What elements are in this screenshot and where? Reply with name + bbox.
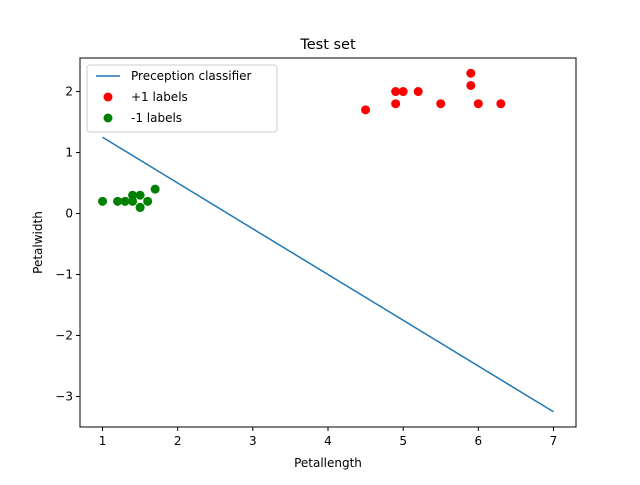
negative-label-point [98, 196, 108, 206]
ticks-layer: 1 2 3 4 5 6 7 −3 −2 −1 0 1 2 [55, 85, 557, 448]
positive-label-point [361, 105, 371, 115]
negative-label-point [135, 190, 145, 200]
legend-entry-label: Preception classifier [131, 69, 252, 83]
y-tick-label: −2 [55, 329, 73, 343]
positive-label-point [473, 99, 483, 109]
positive-label-point [391, 99, 401, 109]
y-axis-label: Petalwidth [31, 211, 45, 274]
legend: Preception classifier +1 labels -1 labels [86, 64, 278, 133]
x-tick-label: 4 [324, 434, 332, 448]
negative-label-point [128, 196, 138, 206]
y-tick-label: −3 [55, 390, 73, 404]
positive-label-point [398, 87, 408, 97]
legend-marker-swatch [103, 92, 113, 102]
legend-box [86, 64, 278, 133]
positive-label-point [496, 99, 506, 109]
legend-marker-swatch [103, 113, 113, 123]
x-tick-label: 3 [249, 434, 257, 448]
x-tick-label: 2 [174, 434, 182, 448]
classifier-line [102, 136, 554, 413]
y-tick-label: 1 [65, 146, 73, 160]
y-tick-label: −1 [55, 268, 73, 282]
positive-label-point [466, 68, 476, 78]
negative-label-point [120, 196, 130, 206]
negative-label-point [143, 196, 153, 206]
positive-label-point [413, 87, 423, 97]
x-tick-label: 7 [550, 434, 558, 448]
x-tick-label: 5 [399, 434, 407, 448]
positive-label-point [391, 87, 401, 97]
positive-label-point [466, 80, 476, 90]
y-tick-label: 2 [65, 85, 73, 99]
negative-label-point [150, 184, 160, 194]
x-tick-label: 6 [474, 434, 482, 448]
negative-label-point [135, 202, 145, 212]
chart-title: Test set [299, 37, 356, 53]
y-tick-label: 0 [65, 207, 73, 221]
negative-label-point [113, 196, 123, 206]
series-layer [98, 68, 554, 413]
legend-entry-label: +1 labels [131, 90, 188, 104]
x-axis-label: Petallength [294, 456, 362, 470]
x-tick-label: 1 [99, 434, 107, 448]
positive-label-point [436, 99, 446, 109]
legend-entry-label: -1 labels [131, 111, 182, 125]
